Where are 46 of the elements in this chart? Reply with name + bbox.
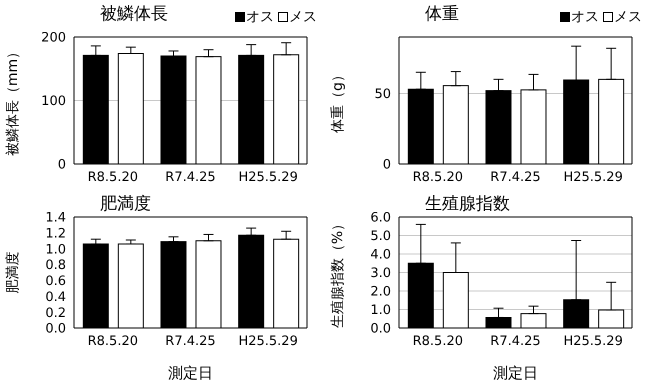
y-tick-label: 100 (41, 94, 66, 110)
x-tick-label: R7.4.25 (490, 170, 541, 186)
chart-title: 体重 (425, 3, 459, 25)
y-tick-label: 2.0 (370, 284, 391, 300)
y-tick-label: 1.0 (370, 303, 391, 318)
x-tick-label: H25.5.29 (563, 334, 623, 350)
legend-label: オス (245, 8, 274, 26)
y-axis-title: 生殖腺指数（%） (330, 216, 346, 328)
chart-title: 被鱗体長 (100, 3, 168, 25)
x-tick-label: H25.5.29 (238, 170, 298, 186)
x-tick-label: R8.5.20 (412, 334, 464, 350)
y-tick-label: 3.0 (370, 266, 391, 282)
y-tick-label: 1.2 (45, 226, 66, 242)
y-tick-label: 4.0 (370, 248, 391, 263)
x-tick-label: R8.5.20 (88, 170, 138, 186)
y-axis-title: 肥満度 (4, 252, 21, 294)
x-tick-label: H25.5.29 (563, 170, 623, 186)
y-tick-label: 0.4 (45, 290, 66, 305)
x-axis-title: 測定日 (168, 364, 213, 382)
x-tick-label: R7.4.25 (490, 334, 541, 350)
x-axis-title: 測定日 (493, 364, 538, 382)
y-tick-label: 50 (374, 87, 391, 102)
y-tick-label: 0 (382, 158, 391, 173)
y-tick-label: 1.4 (45, 210, 66, 226)
y-axis-title: 被鱗体長（mm） (4, 44, 21, 156)
y-tick-label: 0.0 (370, 322, 391, 337)
legend-label: メス (613, 8, 642, 26)
y-tick-label: 0 (58, 158, 66, 173)
x-tick-label: H25.5.29 (238, 334, 298, 350)
y-axis-title: 体重（g） (330, 68, 346, 133)
chart-title: 肥満度 (100, 193, 151, 215)
y-tick-label: 1.0 (45, 242, 66, 258)
y-tick-label: 200 (41, 30, 66, 46)
chart-title: 生殖腺指数 (425, 193, 510, 215)
y-tick-label: 0.2 (45, 306, 66, 321)
legend-label: オス (570, 8, 599, 26)
x-tick-label: R7.4.25 (165, 334, 216, 350)
y-tick-label: 5.0 (370, 229, 391, 244)
x-tick-label: R8.5.20 (412, 170, 464, 186)
y-tick-label: 6.0 (370, 210, 391, 226)
y-tick-label: 0.6 (45, 274, 66, 290)
x-tick-label: R7.4.25 (165, 170, 216, 186)
y-tick-label: 0.8 (45, 258, 66, 274)
legend-label: メス (288, 8, 317, 26)
y-tick-label: 0.0 (45, 322, 66, 337)
x-tick-label: R8.5.20 (88, 334, 138, 350)
